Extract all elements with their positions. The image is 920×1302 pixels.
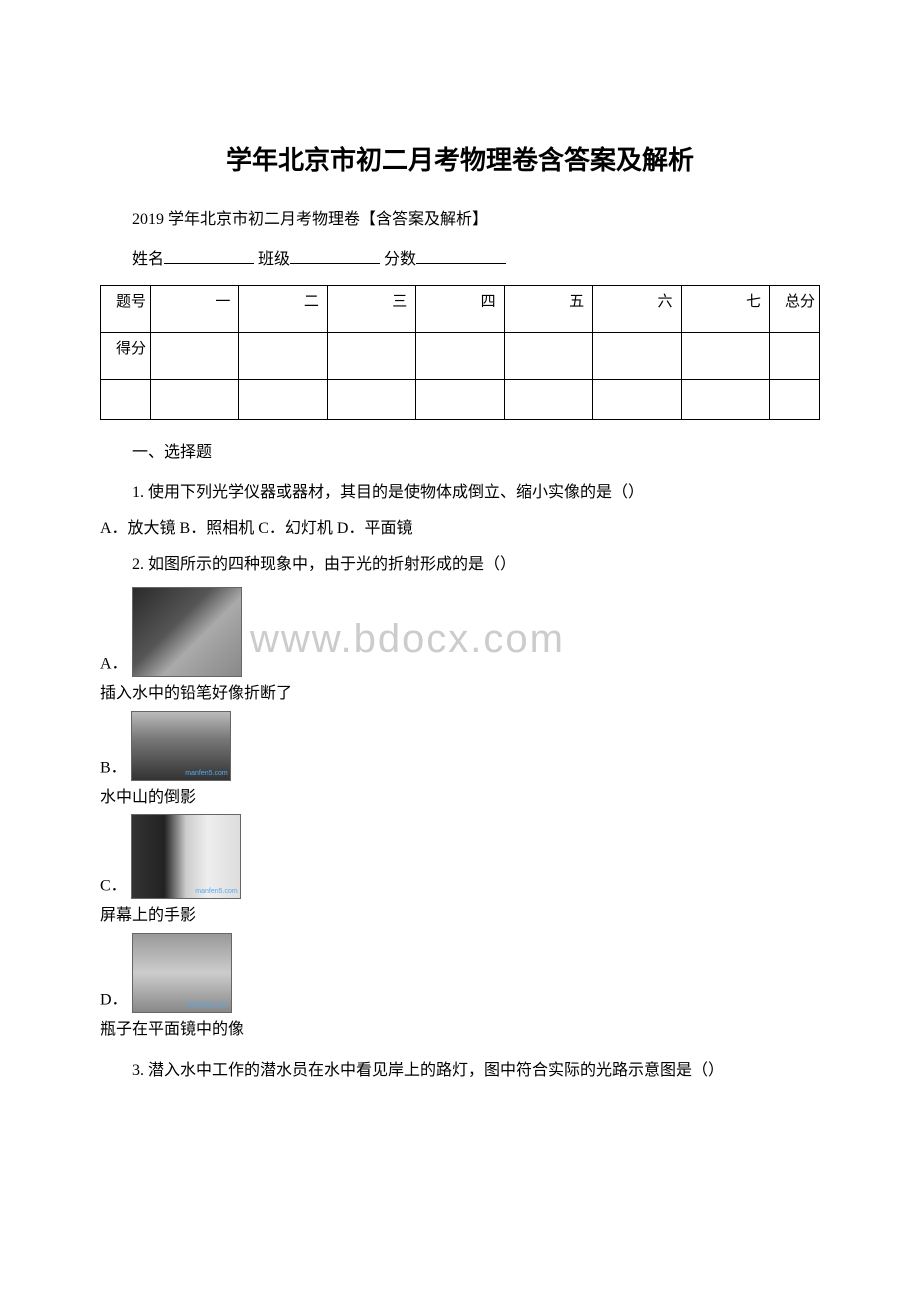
q2-option-d-caption: 瓶子在平面镜中的像	[100, 1017, 820, 1043]
image-source-text: manfen5.com	[186, 1000, 228, 1011]
q2-option-d: D． manfen5.com	[100, 933, 820, 1013]
table-row: 得分	[101, 332, 820, 379]
bottle-mirror-image: manfen5.com	[132, 933, 232, 1013]
col-7: 七	[681, 285, 769, 332]
empty-cell	[593, 379, 681, 419]
section-1-heading: 一、选择题	[100, 440, 820, 466]
q2-option-b: B． manfen5.com	[100, 711, 820, 781]
score-cell	[416, 332, 504, 379]
option-b-label: B．	[100, 759, 127, 776]
name-blank	[164, 248, 254, 264]
page-title: 学年北京市初二月考物理卷含答案及解析	[100, 140, 820, 182]
empty-cell	[239, 379, 327, 419]
option-c-label: C．	[100, 878, 127, 895]
col-1: 一	[151, 285, 239, 332]
table-row	[101, 379, 820, 419]
question-1-text: 1. 使用下列光学仪器或器材，其目的是使物体成倒立、缩小实像的是（）	[100, 480, 820, 506]
col-5: 五	[504, 285, 592, 332]
pencil-water-image	[132, 587, 242, 677]
score-label: 分数	[384, 251, 416, 268]
question-2-text: 2. 如图所示的四种现象中，由于光的折射形成的是（）	[100, 552, 820, 578]
name-label: 姓名	[132, 251, 164, 268]
q2-option-a: A．	[100, 587, 820, 677]
image-source-text: manfen5.com	[185, 768, 227, 779]
question-3-text: 3. 潜入水中工作的潜水员在水中看见岸上的路灯，图中符合实际的光路示意图是（）	[100, 1058, 820, 1084]
option-a-label: A．	[100, 656, 128, 673]
image-source-text: manfen5.com	[195, 886, 237, 897]
empty-cell	[681, 379, 769, 419]
empty-cell	[101, 379, 151, 419]
empty-cell	[770, 379, 820, 419]
q2-option-b-caption: 水中山的倒影	[100, 785, 820, 811]
empty-cell	[504, 379, 592, 419]
q2-option-c: C． manfen5.com	[100, 814, 820, 899]
mountain-reflection-image: manfen5.com	[131, 711, 231, 781]
col-3: 三	[327, 285, 415, 332]
empty-cell	[327, 379, 415, 419]
col-6: 六	[593, 285, 681, 332]
empty-cell	[151, 379, 239, 419]
score-cell	[770, 332, 820, 379]
subtitle: 2019 学年北京市初二月考物理卷【含答案及解析】	[100, 207, 820, 233]
col-2: 二	[239, 285, 327, 332]
col-4: 四	[416, 285, 504, 332]
row1-label: 题号	[101, 285, 151, 332]
score-cell	[593, 332, 681, 379]
score-cell	[681, 332, 769, 379]
col-total: 总分	[770, 285, 820, 332]
row2-label: 得分	[101, 332, 151, 379]
table-row: 题号 一 二 三 四 五 六 七 总分	[101, 285, 820, 332]
score-blank	[416, 248, 506, 264]
question-1-options: A．放大镜 B．照相机 C．幻灯机 D．平面镜	[100, 516, 820, 542]
option-d-label: D．	[100, 991, 128, 1008]
q2-option-a-caption: 插入水中的铅笔好像折断了	[100, 681, 820, 707]
q2-option-c-caption: 屏幕上的手影	[100, 903, 820, 929]
score-cell	[327, 332, 415, 379]
empty-cell	[416, 379, 504, 419]
score-cell	[504, 332, 592, 379]
score-cell	[239, 332, 327, 379]
class-blank	[290, 248, 380, 264]
score-cell	[151, 332, 239, 379]
class-label: 班级	[258, 251, 290, 268]
hand-shadow-image: manfen5.com	[131, 814, 241, 899]
score-table: 题号 一 二 三 四 五 六 七 总分 得分	[100, 285, 820, 420]
student-info-line: 姓名 班级 分数	[100, 247, 820, 273]
